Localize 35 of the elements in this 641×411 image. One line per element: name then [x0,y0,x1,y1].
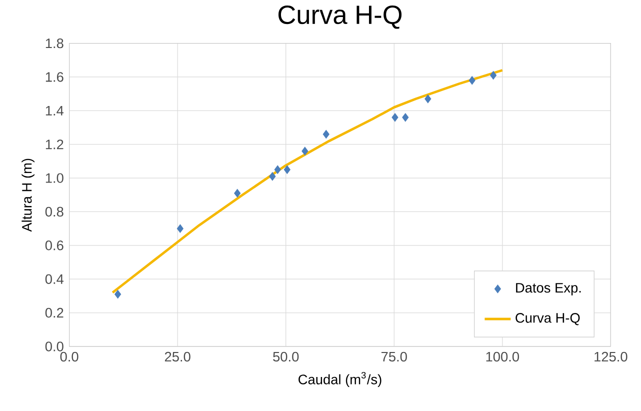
y-tick-label: 1.6 [46,72,64,82]
point [176,224,184,233]
point [490,70,497,80]
x-tick-label: 125.0 [594,352,628,362]
y-tick-label: 0.2 [45,308,64,318]
y-tick-label: 1.8 [46,38,64,48]
y-tick-label: 0.6 [45,240,64,250]
x-tick-label: 100.0 [486,352,520,362]
y-tick-label: 0.4 [45,274,64,284]
x-tick-label: 0.0 [60,352,78,362]
x-tick-label: 25.0 [164,352,190,362]
point [114,290,122,298]
point [284,165,290,174]
chart-title: Curva H-Q [278,5,402,29]
y-tick-label: 1.4 [46,106,64,116]
legend-label: Datos Exp. [516,282,581,296]
x-tick-label: 50.0 [273,352,299,362]
point [269,172,276,180]
point [424,94,432,103]
y-tick-label: 0.0 [45,341,64,352]
y-axis-title: Altura H (m) [22,158,34,232]
point [392,112,398,122]
line-series [111,68,504,294]
y-tick-label: 1.0 [46,172,64,183]
x-tick-label: 75.0 [381,352,407,362]
point [322,130,330,138]
legend-label: Curva H-Q [516,312,580,325]
point [302,146,308,156]
point [274,165,281,174]
point [234,188,241,198]
point [402,112,409,122]
x-axis-title: Caudal (m$^{3}$/s) [298,372,382,387]
y-tick-label: 1.2 [46,139,64,149]
y-tick-label: 0.8 [45,206,64,216]
point [468,76,476,84]
